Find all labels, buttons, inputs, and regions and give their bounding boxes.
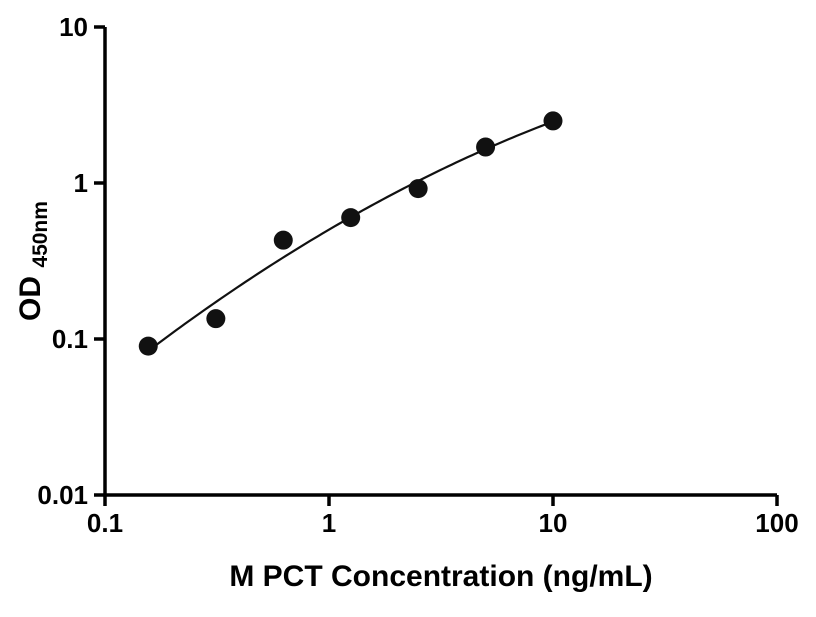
x-tick-label: 100 <box>755 508 798 538</box>
y-tick-label: 10 <box>59 12 88 42</box>
data-point <box>341 208 361 228</box>
x-tick-label: 10 <box>539 508 568 538</box>
axes-group <box>94 25 779 506</box>
data-point <box>408 179 428 199</box>
y-tick-label: 1 <box>74 168 88 198</box>
x-tick-label: 0.1 <box>87 508 123 538</box>
data-point <box>476 137 496 157</box>
x-axis-title: M PCT Concentration (ng/mL) <box>229 560 652 593</box>
data-points-group <box>138 111 563 356</box>
y-tick-label: 0.01 <box>37 480 88 510</box>
x-axis-title-text: M PCT Concentration (ng/mL) <box>229 560 652 593</box>
data-point <box>206 309 226 329</box>
y-tick-label: 0.1 <box>52 324 88 354</box>
axis-lines <box>103 27 777 497</box>
data-point <box>543 111 563 131</box>
data-point <box>138 336 158 356</box>
x-tick-label: 1 <box>322 508 336 538</box>
data-point <box>273 230 293 250</box>
y-axis-title-main: OD <box>14 276 47 321</box>
y-axis-title-subscript: 450nm <box>29 201 52 268</box>
y-axis-title: OD 450nm <box>14 201 52 321</box>
